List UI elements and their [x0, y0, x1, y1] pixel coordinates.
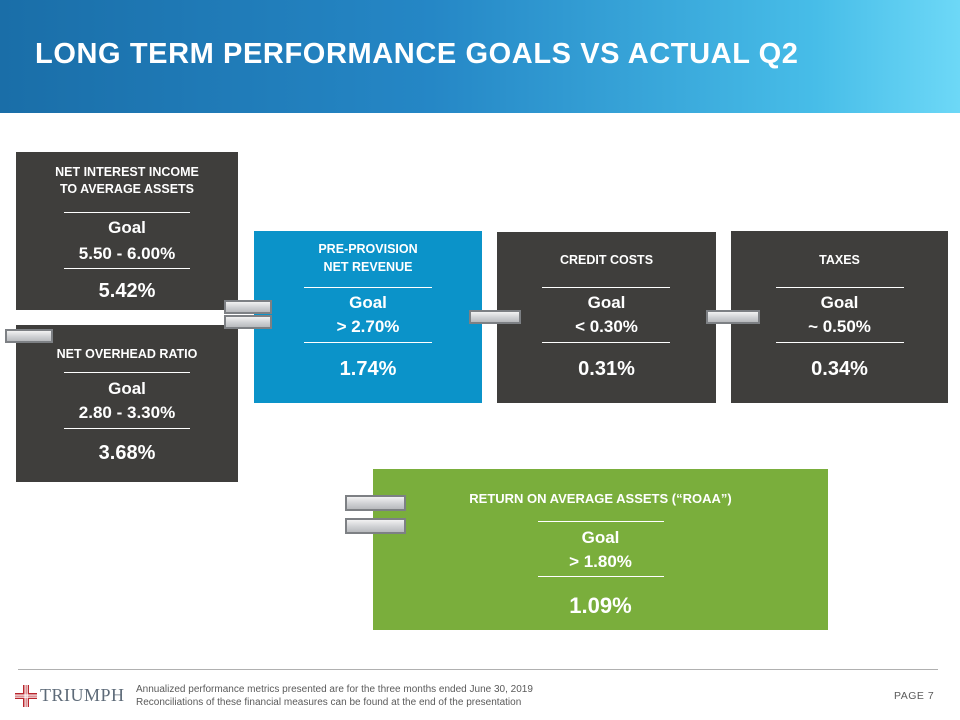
metric-box-net-interest-income: NET INTEREST INCOME TO AVERAGE ASSETS Go…: [16, 152, 238, 310]
divider: [776, 342, 904, 343]
goal-label: Goal: [820, 293, 859, 312]
metric-box-pre-provision-net-revenue: PRE-PROVISION NET REVENUE Goal > 2.70% 1…: [254, 231, 482, 403]
connector-equals-roaa-bottom: [345, 518, 406, 534]
metric-label: RETURN ON AVERAGE ASSETS (“ROAA”): [469, 491, 732, 506]
goal-value: 2.80 - 3.30%: [78, 403, 176, 422]
logo-wordmark: TRIUMPH: [40, 685, 125, 705]
page-number: PAGE 7: [894, 690, 935, 702]
goal-label: Goal: [349, 293, 387, 312]
divider: [64, 268, 190, 269]
goal-label: Goal: [587, 293, 626, 312]
header-banner: [0, 0, 960, 113]
goal-label: Goal: [581, 528, 620, 547]
triumph-logo-icon: [14, 684, 38, 713]
footnote-line2: Reconciliations of these financial measu…: [136, 697, 522, 708]
goal-value: 5.50 - 6.00%: [78, 244, 176, 263]
divider: [542, 287, 670, 288]
page-title: LONG TERM PERFORMANCE GOALS VS ACTUAL Q2: [35, 38, 799, 70]
actual-value: 3.68%: [98, 442, 156, 464]
goal-value: > 1.80%: [569, 552, 632, 571]
metric-label: CREDIT COSTS: [559, 253, 654, 267]
actual-value: 0.31%: [578, 358, 635, 380]
divider: [538, 521, 664, 522]
metric-box-taxes: TAXES Goal ~ 0.50% 0.34%: [731, 231, 948, 403]
footer-divider: [18, 669, 938, 670]
metric-label-line1: NET INTEREST INCOME: [55, 165, 199, 179]
actual-value: 1.74%: [339, 358, 397, 380]
metric-box-net-overhead-ratio: NET OVERHEAD RATIO Goal 2.80 - 3.30% 3.6…: [16, 325, 238, 482]
metric-label-line1: PRE-PROVISION: [318, 242, 418, 256]
metric-label: NET OVERHEAD RATIO: [56, 347, 198, 361]
metric-label-line2: NET REVENUE: [323, 260, 413, 274]
divider: [776, 287, 904, 288]
actual-value: 0.34%: [811, 358, 868, 380]
metric-box-roaa: RETURN ON AVERAGE ASSETS (“ROAA”) Goal >…: [373, 469, 828, 630]
goal-label: Goal: [108, 379, 146, 398]
divider: [304, 342, 432, 343]
actual-value: 5.42%: [98, 280, 156, 302]
divider: [538, 576, 664, 577]
connector-equals-roaa-top: [345, 495, 406, 511]
goal-value: ~ 0.50%: [808, 317, 871, 336]
connector-minus-credit-taxes: [706, 310, 760, 324]
footnote-line1: Annualized performance metrics presented…: [136, 684, 533, 695]
goal-value: > 2.70%: [336, 317, 400, 336]
connector-minus-ppnr-credit: [469, 310, 521, 324]
metric-label: TAXES: [819, 253, 860, 267]
connector-equals-top: [224, 300, 272, 314]
metric-box-credit-costs: CREDIT COSTS Goal < 0.30% 0.31%: [497, 232, 716, 403]
connector-equals-bottom: [224, 315, 272, 329]
divider: [542, 342, 670, 343]
divider: [64, 212, 190, 213]
metric-label-line2: TO AVERAGE ASSETS: [59, 182, 195, 196]
goal-value: < 0.30%: [575, 317, 638, 336]
divider: [304, 287, 432, 288]
divider: [64, 428, 190, 429]
actual-value: 1.09%: [569, 593, 632, 618]
divider: [64, 372, 190, 373]
goal-label: Goal: [108, 218, 146, 237]
connector-minus-left: [5, 329, 53, 343]
